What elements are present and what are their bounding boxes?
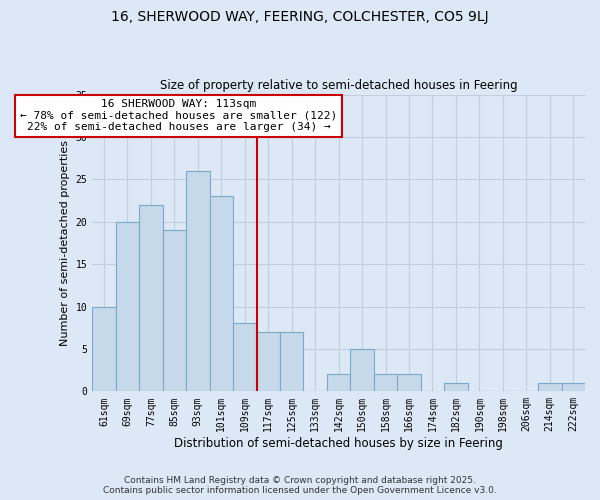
X-axis label: Distribution of semi-detached houses by size in Feering: Distribution of semi-detached houses by … xyxy=(174,437,503,450)
Bar xyxy=(209,196,233,392)
Bar xyxy=(444,383,467,392)
Text: 16, SHERWOOD WAY, FEERING, COLCHESTER, CO5 9LJ: 16, SHERWOOD WAY, FEERING, COLCHESTER, C… xyxy=(111,10,489,24)
Bar xyxy=(562,383,585,392)
Bar xyxy=(139,205,163,392)
Bar xyxy=(397,374,421,392)
Y-axis label: Number of semi-detached properties: Number of semi-detached properties xyxy=(60,140,70,346)
Text: Contains HM Land Registry data © Crown copyright and database right 2025.
Contai: Contains HM Land Registry data © Crown c… xyxy=(103,476,497,495)
Bar xyxy=(280,332,304,392)
Bar xyxy=(163,230,186,392)
Bar xyxy=(92,306,116,392)
Bar xyxy=(116,222,139,392)
Bar xyxy=(538,383,562,392)
Bar xyxy=(233,324,257,392)
Bar xyxy=(374,374,397,392)
Bar xyxy=(257,332,280,392)
Bar xyxy=(186,171,209,392)
Bar xyxy=(327,374,350,392)
Text: 16 SHERWOOD WAY: 113sqm
← 78% of semi-detached houses are smaller (122)
22% of s: 16 SHERWOOD WAY: 113sqm ← 78% of semi-de… xyxy=(20,99,337,132)
Bar xyxy=(350,349,374,392)
Title: Size of property relative to semi-detached houses in Feering: Size of property relative to semi-detach… xyxy=(160,79,517,92)
